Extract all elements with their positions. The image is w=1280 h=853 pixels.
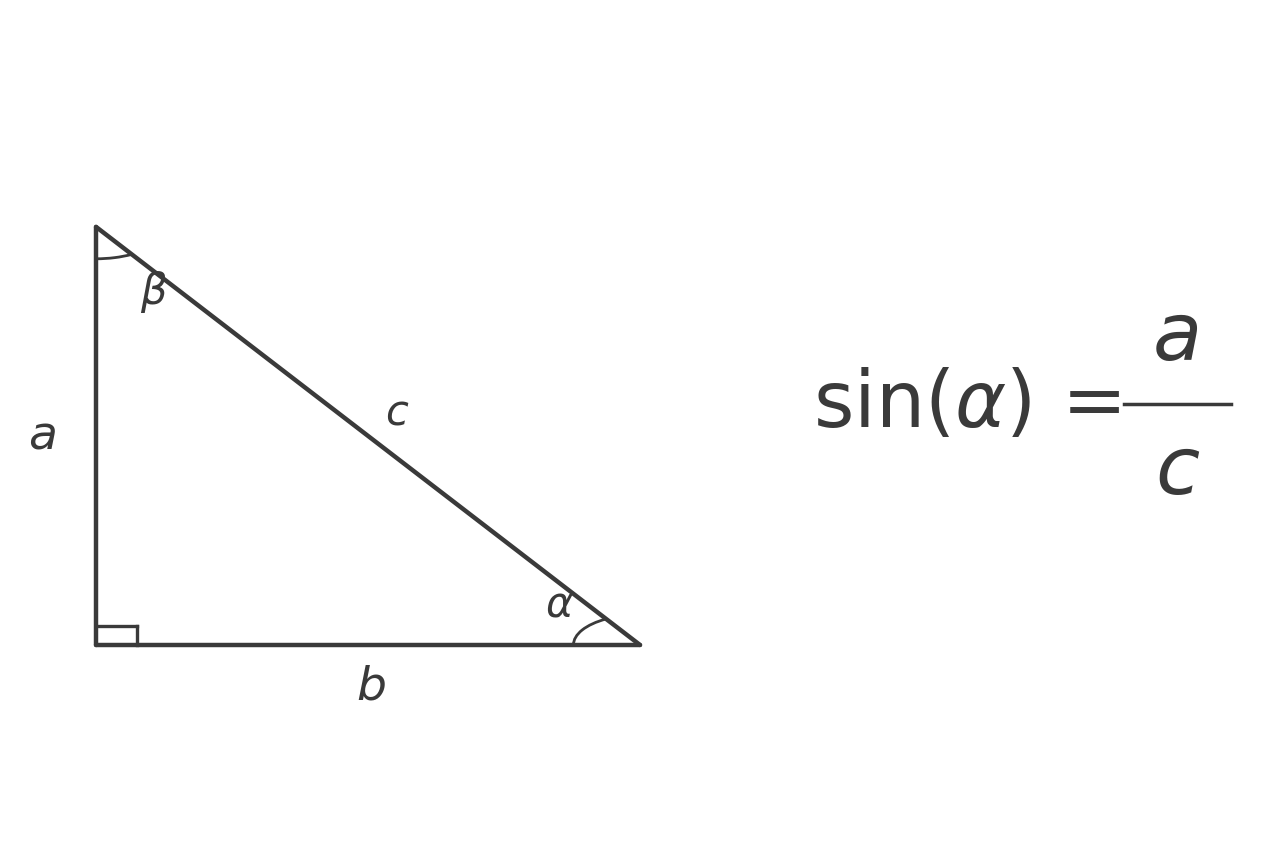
Text: α: α	[545, 583, 573, 625]
Text: c: c	[1156, 432, 1199, 510]
Text: b: b	[356, 664, 387, 708]
Text: Sine Formula: Sine Formula	[305, 24, 975, 125]
Text: β: β	[141, 270, 166, 312]
Text: c: c	[385, 392, 408, 434]
Text: a: a	[28, 414, 56, 459]
Text: sin($\alpha$) =: sin($\alpha$) =	[813, 367, 1120, 443]
Text: a: a	[1153, 299, 1202, 377]
Text: www.inchcalculator.com: www.inchcalculator.com	[472, 812, 808, 839]
